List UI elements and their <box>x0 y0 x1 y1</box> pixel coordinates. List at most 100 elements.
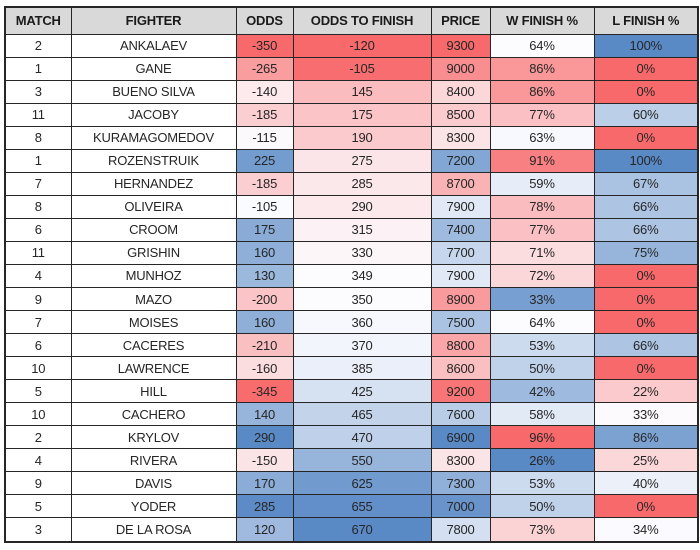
cell-w-finish-pct: 33% <box>489 287 595 312</box>
cell-odds: -115 <box>235 125 294 150</box>
cell-odds-to-finish: 370 <box>292 333 432 358</box>
cell-price: 7000 <box>430 494 491 519</box>
cell-odds: -200 <box>235 287 294 312</box>
cell-w-finish-pct: 50% <box>489 356 595 381</box>
cell-w-finish-pct: 77% <box>489 102 595 127</box>
cell-fighter: GANE <box>70 56 237 81</box>
cell-match: 8 <box>4 125 72 150</box>
table-row: 9 MAZO -200 350 8900 33% 0% <box>4 287 699 312</box>
cell-w-finish-pct: 64% <box>489 310 595 335</box>
cell-l-finish-pct: 33% <box>593 402 699 427</box>
cell-l-finish-pct: 67% <box>593 171 699 196</box>
cell-price: 7800 <box>430 517 491 543</box>
cell-match: 1 <box>4 56 72 81</box>
cell-match: 11 <box>4 240 72 265</box>
cell-odds-to-finish: 385 <box>292 356 432 381</box>
header-row: MATCH FIGHTER ODDS ODDS TO FINISH PRICE W FIN… <box>4 6 699 35</box>
cell-l-finish-pct: 22% <box>593 379 699 404</box>
column-header-price: PRICE <box>430 6 491 35</box>
cell-fighter: HERNANDEZ <box>70 171 237 196</box>
table-row: 4 MUNHOZ 130 349 7900 72% 0% <box>4 263 699 289</box>
cell-odds: 160 <box>235 240 294 265</box>
cell-odds-to-finish: -105 <box>292 56 432 81</box>
cell-match: 9 <box>4 471 72 496</box>
cell-l-finish-pct: 0% <box>593 310 699 335</box>
cell-match: 10 <box>4 402 72 427</box>
cell-odds-to-finish: 655 <box>292 494 432 519</box>
table-row: 1 GANE -265 -105 9000 86% 0% <box>4 56 699 81</box>
column-header-l-finish-pct: L FINISH % <box>593 6 699 35</box>
cell-w-finish-pct: 77% <box>489 217 595 242</box>
cell-price: 8800 <box>430 333 491 358</box>
cell-fighter: YODER <box>70 494 237 519</box>
table-row: 2 KRYLOV 290 470 6900 96% 86% <box>4 425 699 450</box>
cell-fighter: ANKALAEV <box>70 33 237 58</box>
column-header-fighter: FIGHTER <box>70 6 237 35</box>
cell-odds: 175 <box>235 217 294 242</box>
table-row: 10 LAWRENCE -160 385 8600 50% 0% <box>4 356 699 381</box>
cell-match: 1 <box>4 148 72 173</box>
cell-match: 5 <box>4 379 72 404</box>
cell-odds: 130 <box>235 263 294 289</box>
cell-odds-to-finish: -120 <box>292 33 432 58</box>
cell-fighter: BUENO SILVA <box>70 79 237 104</box>
cell-odds-to-finish: 425 <box>292 379 432 404</box>
cell-odds: -345 <box>235 379 294 404</box>
table-row: 3 BUENO SILVA -140 145 8400 86% 0% <box>4 79 699 104</box>
cell-match: 5 <box>4 494 72 519</box>
cell-l-finish-pct: 0% <box>593 356 699 381</box>
cell-l-finish-pct: 0% <box>593 263 699 289</box>
table-row: 3 DE LA ROSA 120 670 7800 73% 34% <box>4 517 699 543</box>
cell-odds: 285 <box>235 494 294 519</box>
cell-w-finish-pct: 96% <box>489 425 595 450</box>
cell-price: 8300 <box>430 125 491 150</box>
cell-w-finish-pct: 86% <box>489 79 595 104</box>
cell-odds-to-finish: 550 <box>292 448 432 473</box>
cell-l-finish-pct: 25% <box>593 448 699 473</box>
cell-fighter: CACHERO <box>70 402 237 427</box>
cell-w-finish-pct: 50% <box>489 494 595 519</box>
table-row: 8 KURAMAGOMEDOV -115 190 8300 63% 0% <box>4 125 699 150</box>
cell-fighter: DE LA ROSA <box>70 517 237 543</box>
cell-price: 7200 <box>430 148 491 173</box>
cell-odds: 290 <box>235 425 294 450</box>
cell-fighter: LAWRENCE <box>70 356 237 381</box>
cell-match: 7 <box>4 171 72 196</box>
cell-price: 8300 <box>430 448 491 473</box>
cell-odds-to-finish: 670 <box>292 517 432 543</box>
cell-price: 6900 <box>430 425 491 450</box>
cell-odds: -160 <box>235 356 294 381</box>
cell-match: 4 <box>4 448 72 473</box>
cell-odds-to-finish: 190 <box>292 125 432 150</box>
column-header-match: MATCH <box>4 6 72 35</box>
cell-fighter: CACERES <box>70 333 237 358</box>
cell-odds: 120 <box>235 517 294 543</box>
cell-l-finish-pct: 0% <box>593 79 699 104</box>
table-row: 10 CACHERO 140 465 7600 58% 33% <box>4 402 699 427</box>
cell-match: 11 <box>4 102 72 127</box>
cell-w-finish-pct: 58% <box>489 402 595 427</box>
cell-fighter: DAVIS <box>70 471 237 496</box>
cell-price: 7700 <box>430 240 491 265</box>
cell-w-finish-pct: 73% <box>489 517 595 543</box>
cell-l-finish-pct: 66% <box>593 194 699 219</box>
cell-odds: -185 <box>235 171 294 196</box>
cell-price: 9300 <box>430 33 491 58</box>
cell-price: 8400 <box>430 79 491 104</box>
table-row: 5 YODER 285 655 7000 50% 0% <box>4 494 699 519</box>
cell-l-finish-pct: 66% <box>593 333 699 358</box>
cell-match: 9 <box>4 287 72 312</box>
cell-match: 4 <box>4 263 72 289</box>
table-row: 6 CROOM 175 315 7400 77% 66% <box>4 217 699 242</box>
cell-odds: 170 <box>235 471 294 496</box>
cell-match: 3 <box>4 79 72 104</box>
cell-price: 8900 <box>430 287 491 312</box>
cell-w-finish-pct: 78% <box>489 194 595 219</box>
cell-odds-to-finish: 290 <box>292 194 432 219</box>
cell-w-finish-pct: 26% <box>489 448 595 473</box>
cell-odds-to-finish: 175 <box>292 102 432 127</box>
table-row: 7 HERNANDEZ -185 285 8700 59% 67% <box>4 171 699 196</box>
cell-l-finish-pct: 0% <box>593 125 699 150</box>
cell-odds: 225 <box>235 148 294 173</box>
